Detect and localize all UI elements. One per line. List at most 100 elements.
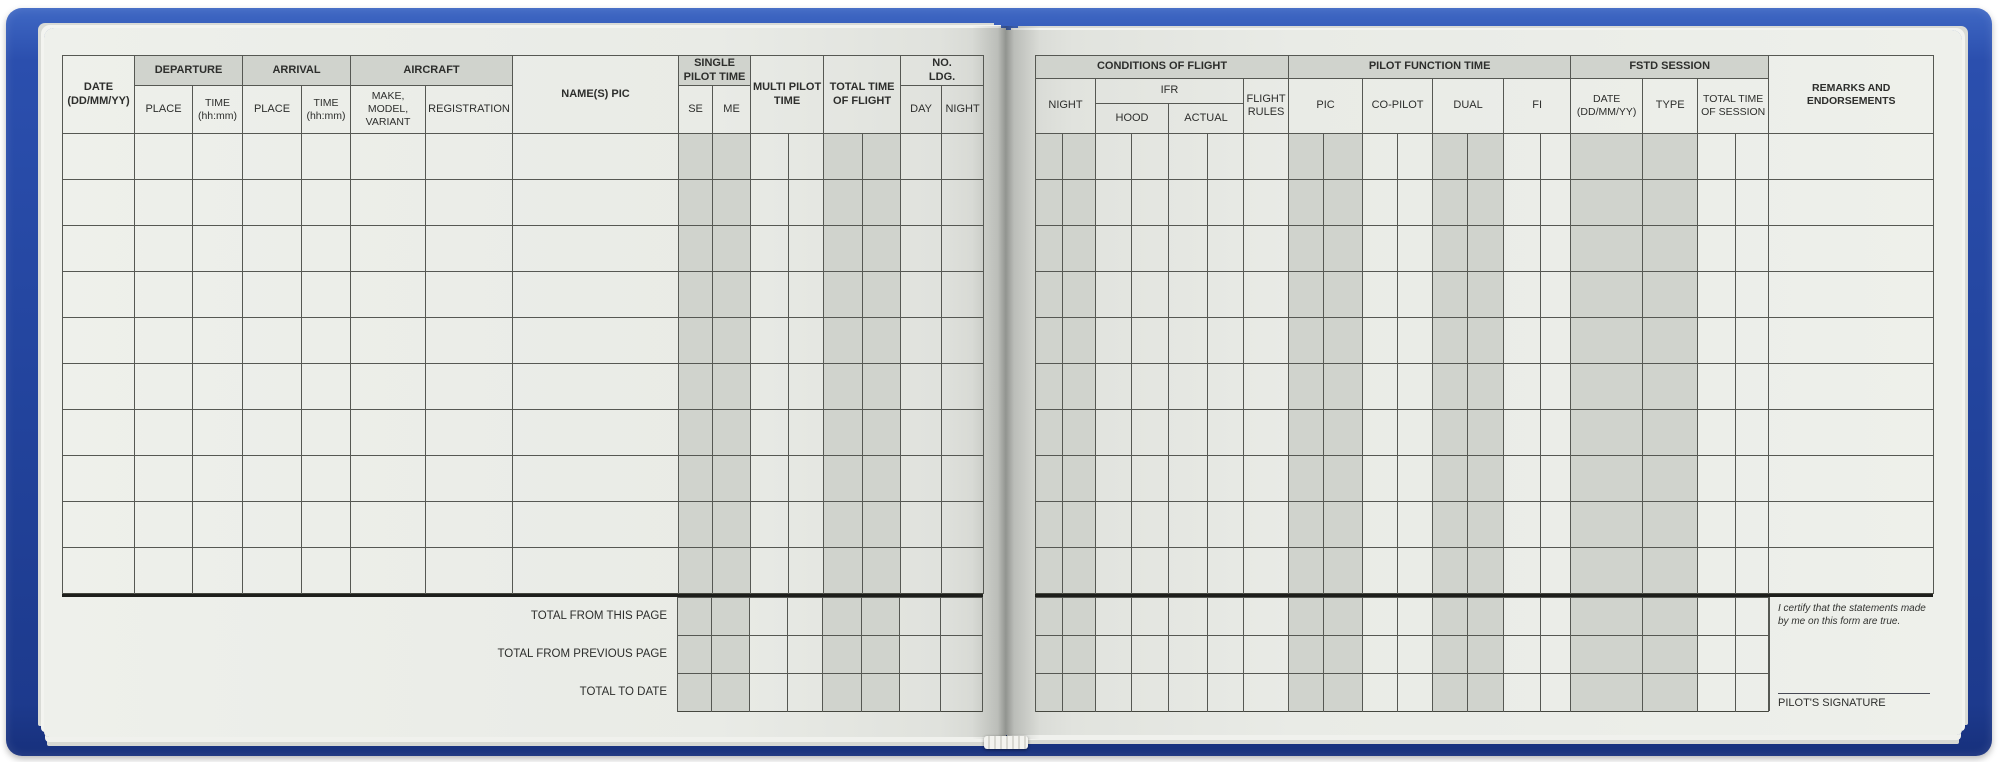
col-header-me: ME [712, 85, 752, 134]
total-cell [861, 635, 900, 674]
entry-cell [941, 225, 985, 272]
log-row [62, 271, 985, 318]
log-row [1035, 501, 1935, 548]
entry-cell [1035, 363, 1063, 410]
entry-cell [512, 501, 680, 548]
certification-statement: I certify that the statements made by me… [1778, 603, 1926, 627]
entry-cell [1362, 409, 1399, 456]
entry-cell [1503, 317, 1542, 364]
entry-cell [941, 179, 985, 226]
col-header-co-pilot: CO-PILOT [1362, 78, 1434, 134]
entry-cell [1697, 501, 1737, 548]
entry-cell [1540, 455, 1572, 502]
entry-cell [1168, 455, 1208, 502]
entry-cell [350, 225, 427, 272]
total-cell [1323, 597, 1363, 636]
signature-line [1778, 693, 1930, 694]
right-table-body [1035, 133, 1935, 594]
total-cell [1323, 673, 1363, 712]
entry-cell [1035, 547, 1063, 594]
col-header-departure-place: PLACE [134, 85, 193, 134]
entry-cell [712, 179, 752, 226]
entry-cell [1432, 547, 1469, 594]
entry-cell [678, 179, 714, 226]
entry-cell [1242, 133, 1290, 180]
total-cell [1288, 673, 1324, 712]
entry-cell [1642, 179, 1699, 226]
entry-cell [1570, 363, 1644, 410]
entry-cell [1540, 547, 1572, 594]
entry-cell [1768, 133, 1935, 180]
col-header-total-time-of-session: TOTAL TIME OF SESSION [1697, 78, 1770, 134]
entry-cell [1362, 225, 1399, 272]
total-cell [1570, 635, 1643, 674]
entry-cell [1323, 455, 1364, 502]
entry-cell [1095, 133, 1132, 180]
entry-cell [425, 409, 514, 456]
total-cell [861, 597, 900, 636]
entry-cell [1242, 225, 1290, 272]
entry-cell [1570, 179, 1644, 226]
entry-cell [1323, 271, 1364, 318]
entry-cell [1397, 179, 1434, 226]
pilots-signature-label: PILOT'S SIGNATURE [1778, 697, 1886, 709]
entry-cell [941, 317, 985, 364]
entry-cell [1570, 225, 1644, 272]
log-row [1035, 409, 1935, 456]
entry-cell [1323, 409, 1364, 456]
entry-cell [788, 501, 825, 548]
book-headband [984, 736, 1028, 749]
entry-cell [134, 455, 193, 502]
entry-cell [823, 271, 864, 318]
entry-cell [1362, 363, 1399, 410]
entry-cell [750, 455, 790, 502]
entry-cell [788, 455, 825, 502]
entry-cell [1642, 225, 1699, 272]
entry-cell [1503, 547, 1542, 594]
col-header-arrival-place: PLACE [242, 85, 303, 134]
left-page: DATE (DD/MM/YY) DEPARTURE ARRIVAL AIRCRA… [44, 28, 1006, 737]
entry-cell [1768, 409, 1935, 456]
entry-cell [242, 455, 303, 502]
entry-cell [1467, 363, 1505, 410]
entry-cell [1697, 547, 1737, 594]
entry-cell [1697, 409, 1737, 456]
totals-labels: TOTAL FROM THIS PAGE TOTAL FROM PREVIOUS… [62, 597, 677, 712]
entry-cell [1540, 179, 1572, 226]
entry-cell [678, 455, 714, 502]
log-row [1035, 597, 1769, 636]
entry-cell [1062, 455, 1096, 502]
entry-cell [1432, 271, 1469, 318]
entry-cell [1735, 271, 1770, 318]
entry-cell [1095, 409, 1132, 456]
entry-cell [350, 409, 427, 456]
entry-cell [788, 133, 825, 180]
entry-cell [1242, 271, 1290, 318]
entry-cell [1397, 501, 1434, 548]
log-row [1035, 179, 1935, 226]
entry-cell [1288, 271, 1325, 318]
total-cell [822, 635, 862, 674]
total-cell [677, 673, 712, 712]
entry-cell [1035, 133, 1063, 180]
entry-cell [1242, 455, 1290, 502]
entry-cell [191, 179, 244, 226]
entry-cell [134, 179, 193, 226]
entry-cell [1207, 501, 1244, 548]
entry-cell [1642, 317, 1699, 364]
entry-cell [1131, 363, 1169, 410]
entry-cell [750, 547, 790, 594]
entry-cell [1062, 409, 1096, 456]
entry-cell [900, 179, 943, 226]
col-header-registration: REGISTRATION [425, 85, 514, 134]
entry-cell [1242, 363, 1290, 410]
left-log-section: DATE (DD/MM/YY) DEPARTURE ARRIVAL AIRCRA… [62, 55, 985, 712]
entry-cell [1432, 225, 1469, 272]
total-cell [1503, 673, 1541, 712]
entry-cell [1697, 455, 1737, 502]
entry-cell [425, 547, 514, 594]
col-header-pilot-function-time: PILOT FUNCTION TIME [1288, 55, 1572, 79]
entry-cell [191, 547, 244, 594]
entry-cell [1397, 317, 1434, 364]
total-cell [1168, 635, 1208, 674]
